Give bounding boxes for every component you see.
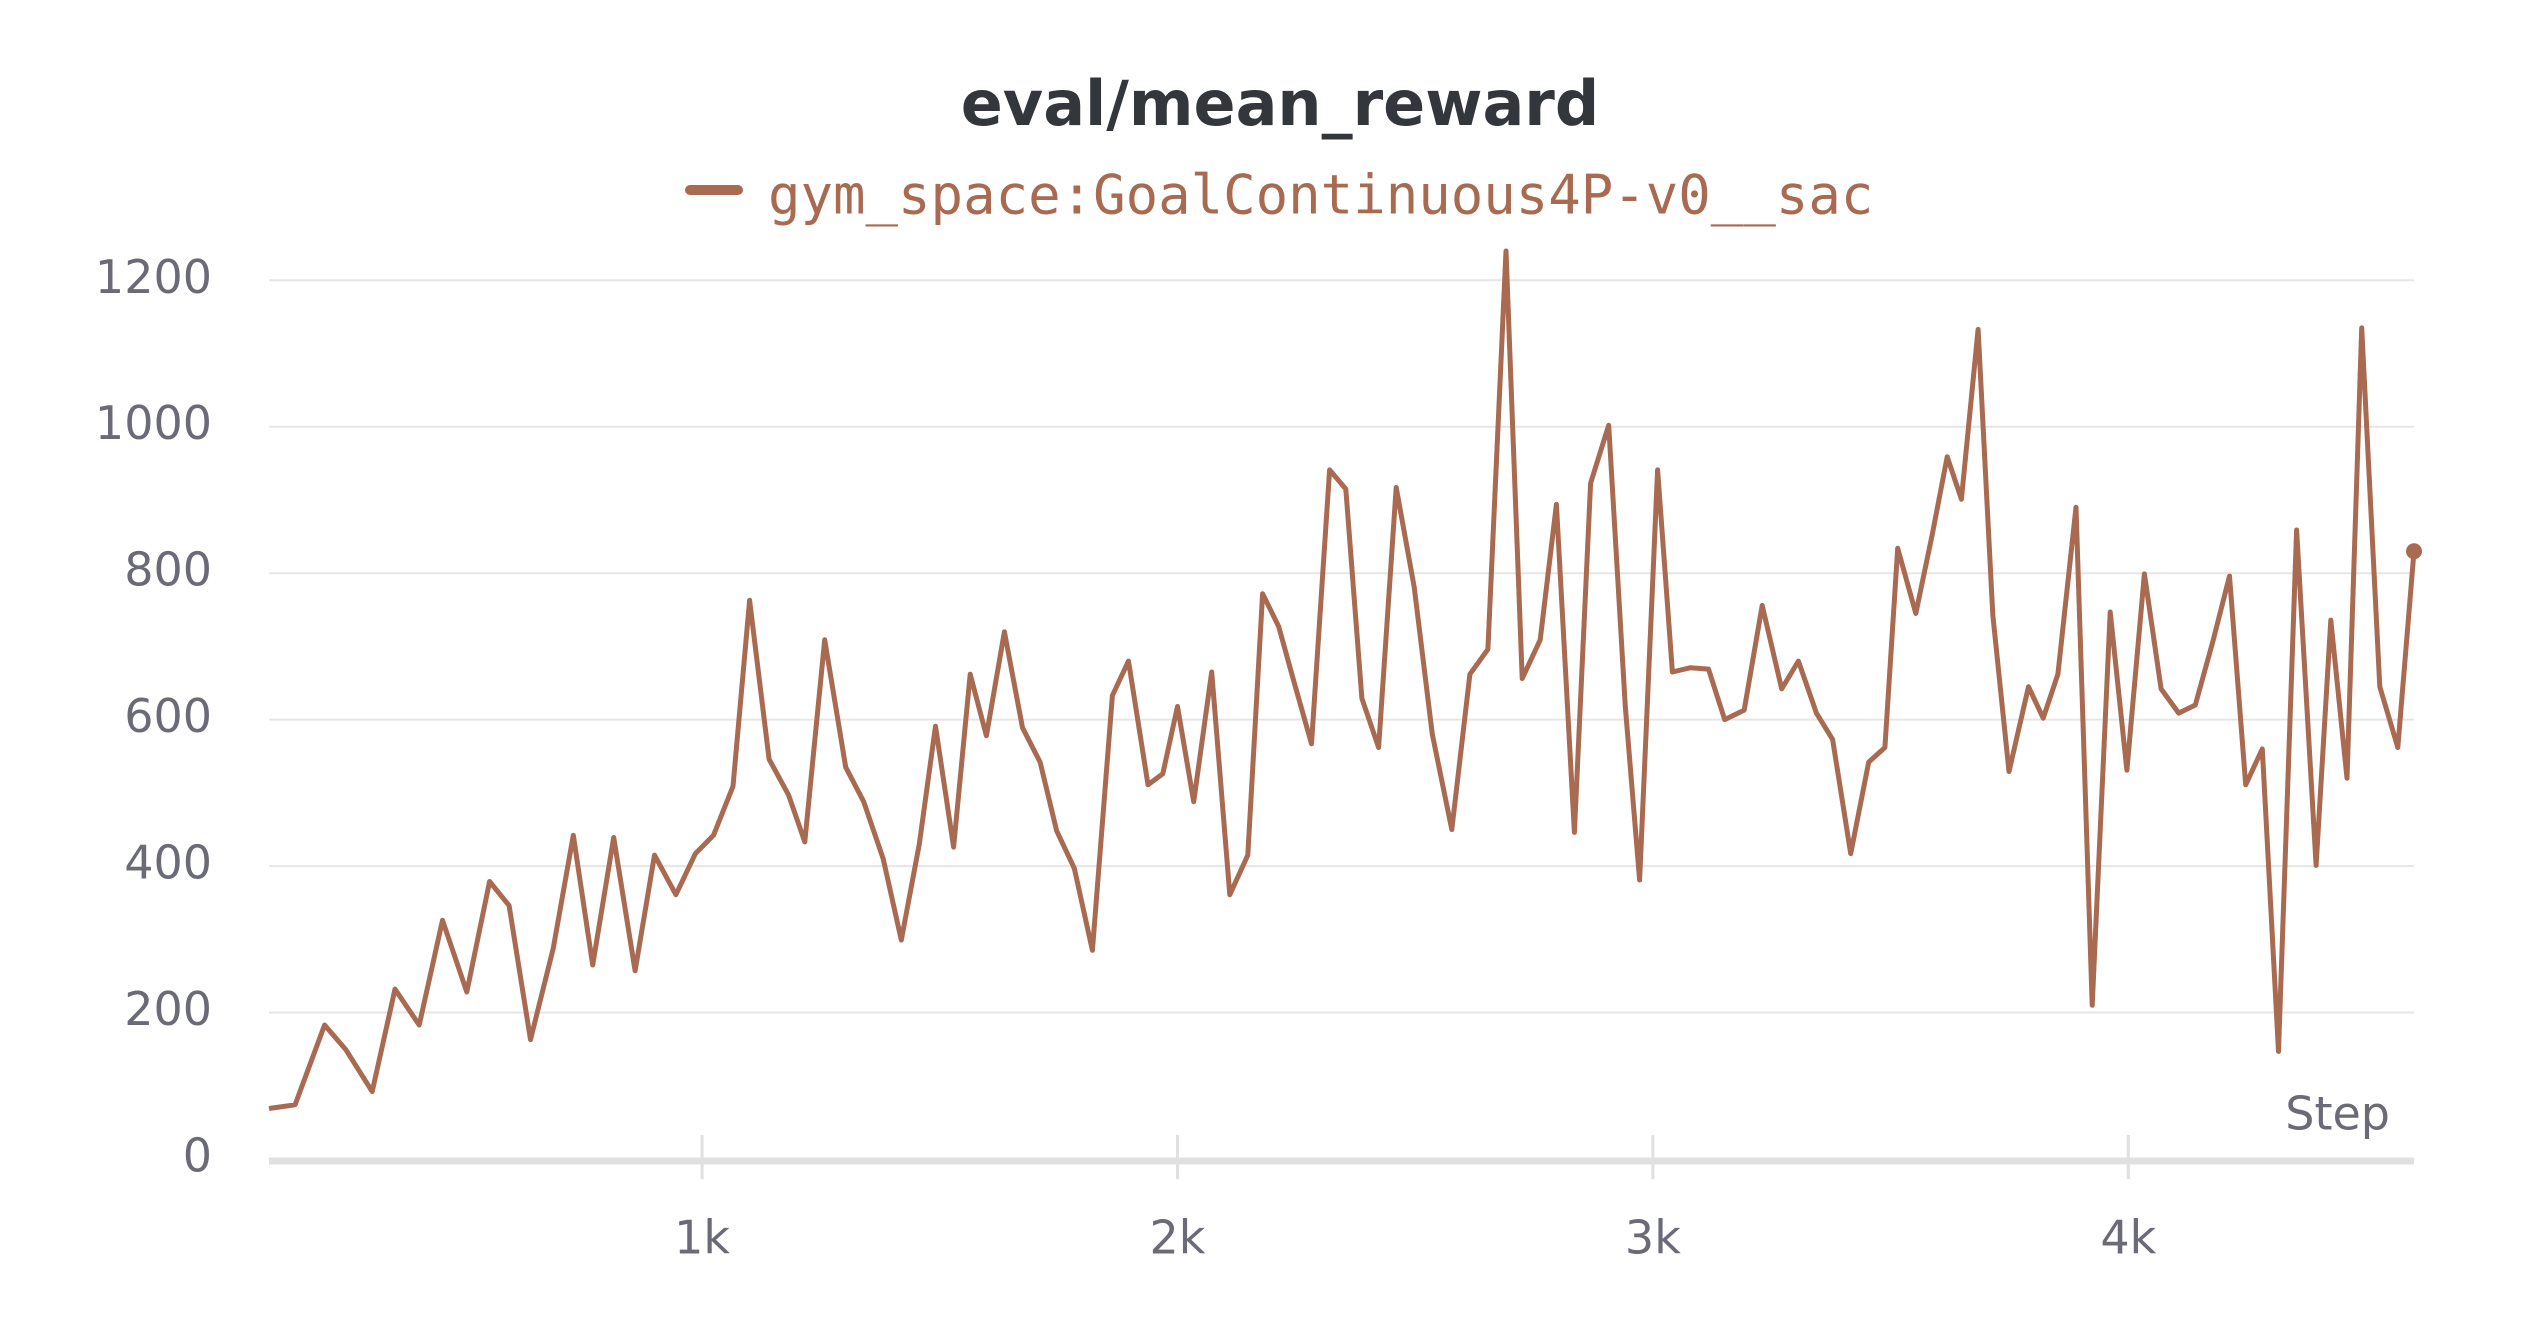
x-tick-label: 4k	[2100, 1211, 2156, 1265]
y-tick-label: 400	[124, 836, 212, 890]
x-tick-label: 1k	[674, 1211, 730, 1265]
x-tick-label: 3k	[1625, 1211, 1681, 1265]
y-tick-label: 0	[183, 1129, 212, 1183]
y-tick-label: 1200	[95, 250, 212, 304]
y-tick-label: 600	[124, 689, 212, 743]
x-axis-label: Step	[2285, 1087, 2390, 1141]
y-tick-label: 800	[124, 543, 212, 597]
chart-title: eval/mean_reward	[961, 67, 1600, 140]
y-tick-label: 200	[124, 982, 212, 1036]
x-tick-label: 2k	[1150, 1211, 1206, 1265]
legend-label: gym_space:GoalContinuous4P-v0__sac	[768, 164, 1873, 227]
end-point	[2406, 543, 2422, 560]
y-tick-label: 1000	[95, 396, 212, 450]
series-line	[268, 248, 2417, 1111]
